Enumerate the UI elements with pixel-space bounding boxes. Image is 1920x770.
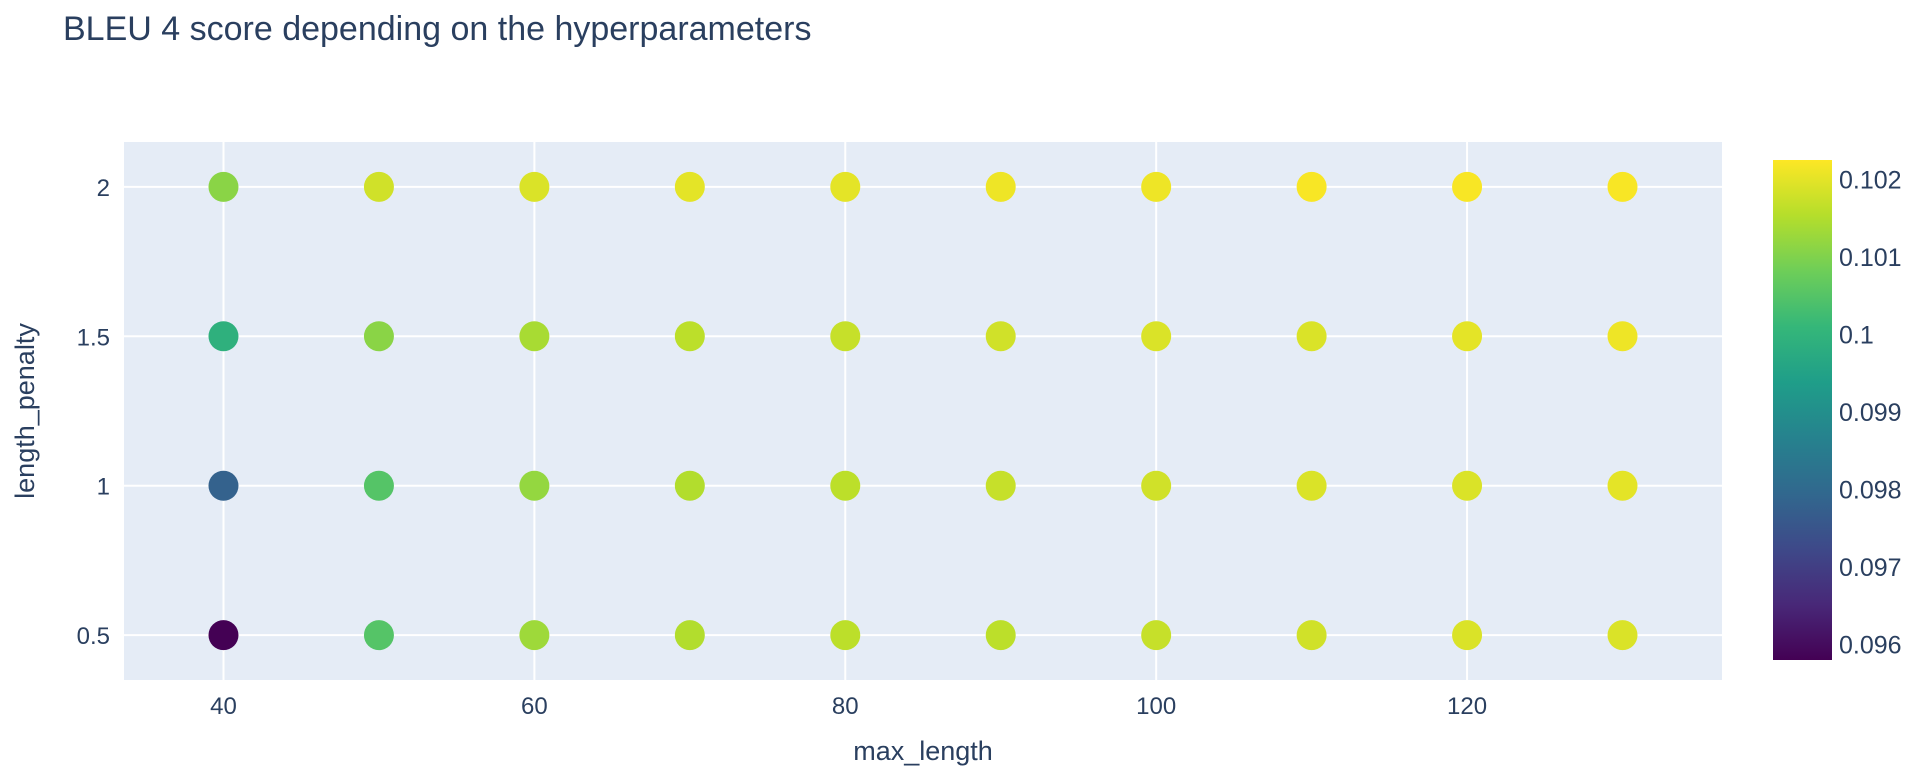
x-gridlines [222, 142, 1469, 680]
scatter-point [1141, 470, 1172, 501]
scatter-point [674, 470, 705, 501]
x-tick-label: 100 [1136, 693, 1176, 720]
y-tick-label: 1.5 [77, 324, 110, 351]
scatter-point [985, 620, 1016, 651]
y-tick-label: 1 [97, 474, 110, 501]
scatter-point [1296, 171, 1327, 202]
x-tick-label: 80 [832, 693, 859, 720]
scatter-point [1607, 620, 1638, 651]
x-tick-label: 120 [1447, 693, 1487, 720]
scatter-point [519, 171, 550, 202]
colorbar-tick-label: 0.096 [1839, 631, 1902, 659]
colorbar-tick-label: 0.102 [1839, 166, 1902, 194]
scatter-point [1452, 470, 1483, 501]
scatter-point [1607, 470, 1638, 501]
y-axis-title: length_penalty [10, 323, 40, 499]
scatter-point [363, 620, 394, 651]
y-tick-label: 2 [97, 175, 110, 202]
scatter-point [985, 470, 1016, 501]
chart-title: BLEU 4 score depending on the hyperparam… [63, 10, 811, 48]
scatter-point [208, 321, 239, 352]
scatter-point [1452, 171, 1483, 202]
scatter-point [985, 171, 1016, 202]
scatter-point [519, 470, 550, 501]
scatter-point [208, 470, 239, 501]
scatter-point [1296, 470, 1327, 501]
colorbar [1773, 160, 1832, 660]
x-axis-ticks: 40 60 80 100 120 [210, 693, 1487, 720]
scatter-point [1141, 171, 1172, 202]
scatter-point [363, 171, 394, 202]
scatter-point [830, 171, 861, 202]
scatter-point [519, 620, 550, 651]
colorbar-tick-label: 0.097 [1839, 554, 1902, 582]
scatter-point [830, 620, 861, 651]
colorbar-tick-label: 0.099 [1839, 399, 1902, 427]
colorbar-ticks: 0.096 0.097 0.098 0.099 0.1 0.101 0.102 [1839, 166, 1902, 659]
plot-area [124, 142, 1722, 680]
scatter-point [830, 470, 861, 501]
x-tick-label: 60 [521, 693, 548, 720]
colorbar-tick-label: 0.101 [1839, 244, 1902, 272]
scatter-point [363, 470, 394, 501]
scatter-point [208, 171, 239, 202]
colorbar-tick-label: 0.098 [1839, 476, 1902, 504]
x-axis-title: max_length [853, 736, 993, 766]
y-axis-ticks: 0.5 1 1.5 2 [77, 175, 110, 650]
scatter-point [1296, 620, 1327, 651]
scatter-point [519, 321, 550, 352]
scatter-point [674, 620, 705, 651]
scatter-point [208, 620, 239, 651]
scatter-point [1452, 321, 1483, 352]
scatter-point [1141, 620, 1172, 651]
scatter-point [1296, 321, 1327, 352]
scatter-point [985, 321, 1016, 352]
scatter-point [674, 321, 705, 352]
scatter-point [1607, 321, 1638, 352]
scatter-point [1607, 171, 1638, 202]
colorbar-tick-label: 0.1 [1839, 321, 1874, 349]
x-tick-label: 40 [210, 693, 237, 720]
scatter-point [830, 321, 861, 352]
y-tick-label: 0.5 [77, 623, 110, 650]
scatter-point [1452, 620, 1483, 651]
scatter-point [674, 171, 705, 202]
scatter-point [1141, 321, 1172, 352]
scatter-points [208, 171, 1638, 651]
scatter-point [363, 321, 394, 352]
